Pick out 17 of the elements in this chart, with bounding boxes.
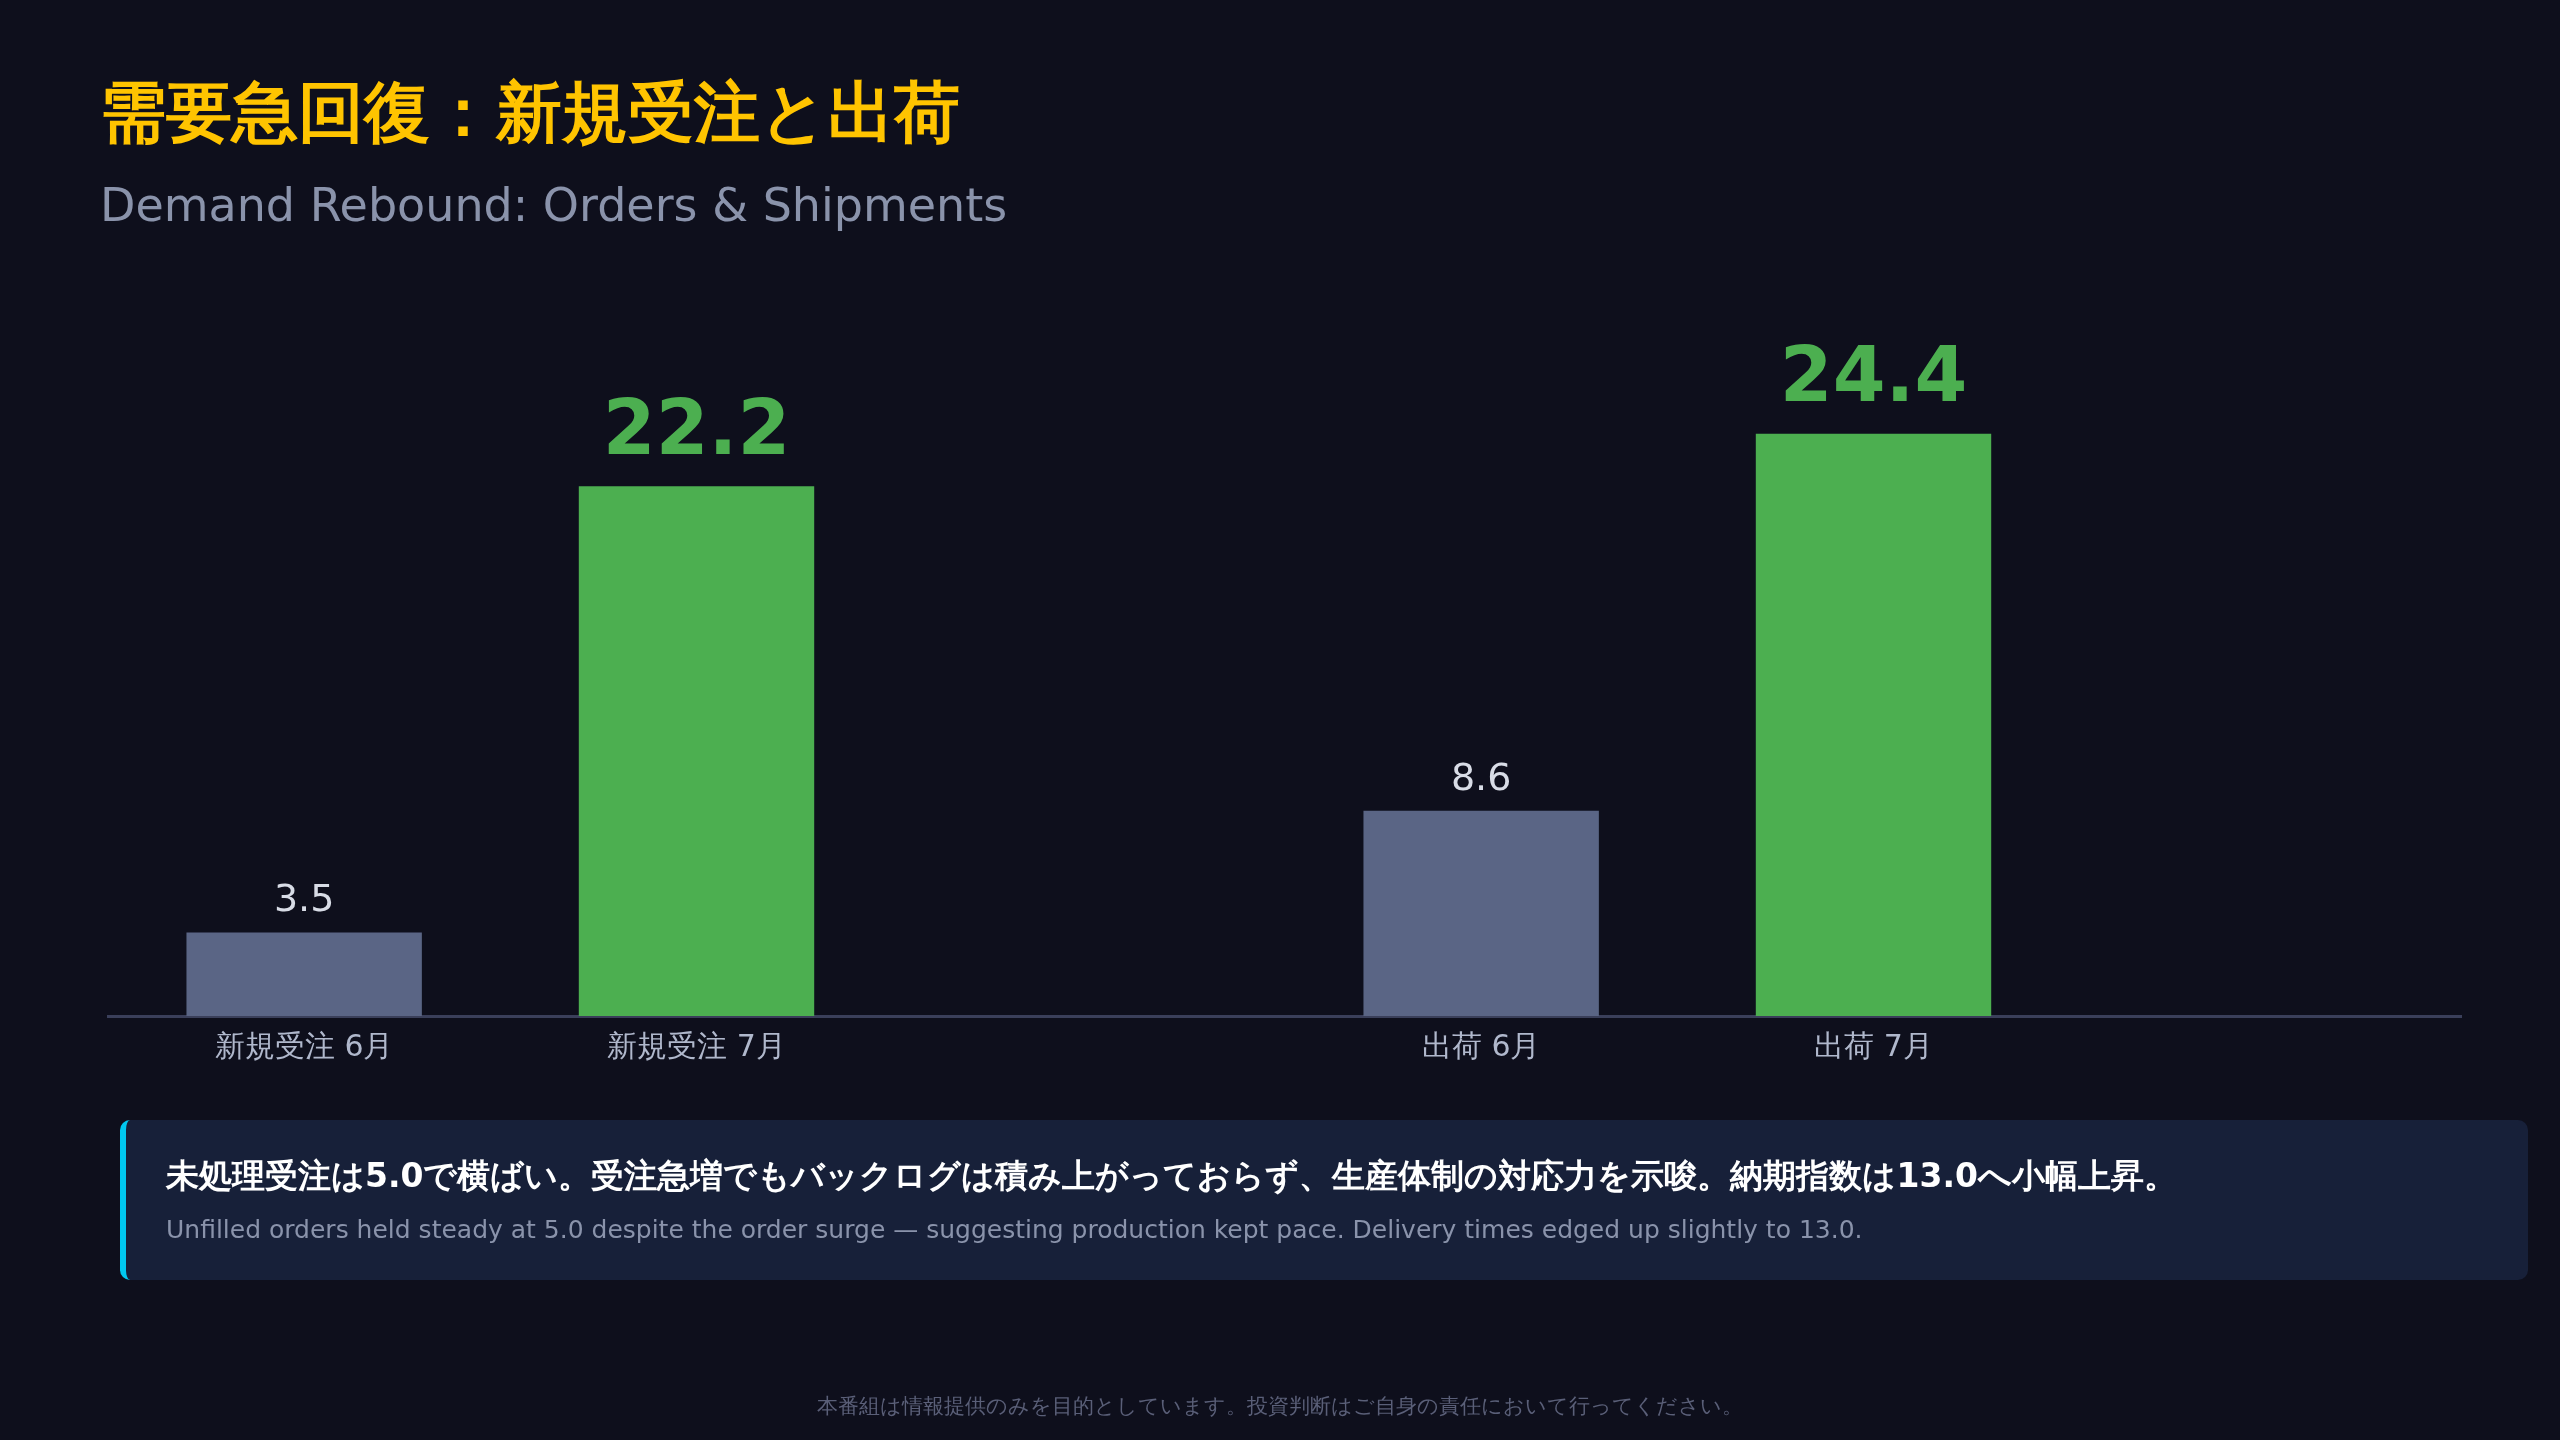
x-tick-label: 出荷 7月 [1814,1027,1933,1063]
x-tick-label: 新規受注 7月 [607,1027,786,1063]
bar [1363,810,1599,1016]
chart-title: 需要急回復：新規受注と出荷 [100,73,960,153]
text: 未処理受注は5.0で横ばい。受注急増でもバックログは積み上がっておらず、生産体制の対応力を示唆。納期指数は13.0へ小幅上昇。 [166,1155,2178,1197]
bar [578,486,815,1016]
data-label: 24.4 [1779,330,1968,420]
chart-subtitle: Demand Rebound: Orders & Shipments [100,178,1008,232]
data-label: 8.6 [1450,754,1512,799]
x-tick-label: 新規受注 6月 [214,1027,394,1063]
data-label: 22.2 [602,382,791,472]
text: 本番組は情報提供のみを目的としています。投資判断はご自身の責任において行ってください。 [816,1393,1744,1420]
x-tick-label: 出荷 6月 [1421,1027,1541,1063]
bar [1755,433,1992,1016]
text: Unfilled orders held steady at 5.0 despite the order surge — suggesting production kept pace. Delivery times edged up slightly to 13.0. [166,1215,1864,1244]
bar [186,932,422,1016]
data-label: 3.5 [273,876,335,921]
